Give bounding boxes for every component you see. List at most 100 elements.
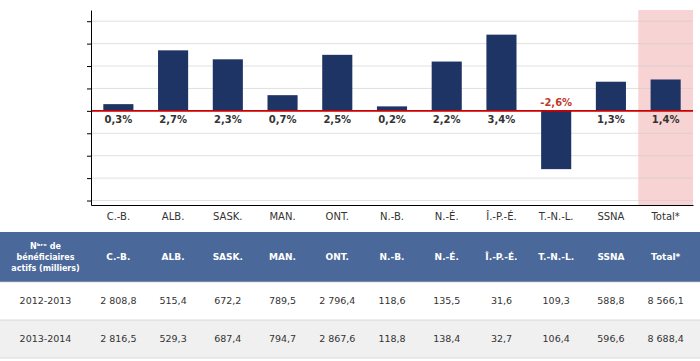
table-cell-label: 8 566,1 — [648, 295, 684, 306]
y-tick-mark — [87, 133, 91, 134]
table-cell-label: 672,2 — [214, 295, 241, 306]
x-tick: C.-B. — [107, 211, 130, 222]
table-row-header-line: bénéficiaires — [17, 252, 75, 262]
table-cell — [200, 320, 255, 358]
table-cell-label: 529,3 — [159, 333, 186, 344]
y-tick-mark — [87, 178, 91, 179]
x-tick-label: T.-N.-L. — [538, 211, 574, 222]
x-axis-line — [92, 205, 694, 206]
table-cell — [419, 282, 474, 320]
table-cell — [365, 282, 420, 320]
table-column-header: SSNA — [597, 252, 624, 262]
data-label: 0,3% — [104, 114, 132, 125]
table-row-header-line: actifs (milliers) — [11, 264, 79, 273]
data-label: 0,7% — [269, 114, 297, 125]
bar — [486, 35, 516, 111]
y-axis — [87, 11, 92, 206]
table-cell-label: 2 796,4 — [319, 295, 355, 306]
data-label: 2,7% — [159, 114, 187, 125]
table-cell-label: 596,6 — [597, 333, 624, 344]
table-row-header-line: Nᵇʳᵉ de — [30, 242, 61, 251]
data-label: 1,3% — [597, 114, 625, 125]
table-column-header: N.-É. — [435, 251, 459, 262]
bars — [103, 35, 680, 169]
table-cell — [146, 282, 201, 320]
x-tick: Î.-P.-É. — [485, 210, 517, 222]
grid-line — [91, 21, 693, 22]
table-cell-label: 138,4 — [433, 333, 460, 344]
x-tick-label: N.-B. — [380, 211, 404, 222]
table-row-label: 2012-2013 — [20, 295, 72, 306]
table-cell-label: 794,7 — [269, 333, 296, 344]
x-tick: Total* — [650, 211, 679, 222]
bar — [267, 95, 297, 111]
x-tick-label: N.-É. — [435, 210, 459, 222]
y-tick — [87, 156, 91, 157]
table-cell-label: 135,5 — [433, 295, 460, 306]
table-divider — [0, 358, 700, 359]
table-cell-label: 2 816,5 — [100, 333, 136, 344]
y-axis-line — [91, 11, 92, 206]
table-row-bg — [0, 320, 700, 358]
table-cell — [91, 320, 146, 358]
x-tick: SSNA — [597, 211, 624, 222]
table-cell — [638, 320, 693, 358]
x-tick-label: Î.-P.-É. — [485, 210, 517, 222]
y-tick-mark — [87, 66, 91, 67]
table-column-header: C.-B. — [106, 252, 130, 262]
table-cell — [146, 320, 201, 358]
data-labels: 0,3%2,7%2,3%0,7%2,5%0,2%2,2%3,4%-2,6%1,3… — [104, 97, 679, 125]
table-cell-label: 2 808,8 — [100, 295, 136, 306]
table-cell — [200, 282, 255, 320]
table-cell-label: 515,4 — [159, 295, 186, 306]
y-tick-mark — [87, 44, 91, 45]
table-cell — [474, 282, 529, 320]
table-cell — [419, 320, 474, 358]
data-label: 2,5% — [323, 114, 351, 125]
data-label: 3,4% — [488, 114, 516, 125]
x-axis: C.-B.ALB.SASK.MAN.ONT.N.-B.N.-É.Î.-P.-É.… — [92, 206, 694, 223]
data-label: 2,3% — [214, 114, 242, 125]
table-column-header: N.-B. — [380, 252, 405, 262]
grid-line — [91, 200, 693, 201]
table-cell — [91, 282, 146, 320]
table-column-header: SASK. — [213, 252, 243, 262]
y-tick — [87, 44, 91, 45]
y-tick — [87, 111, 91, 112]
table-cell — [310, 320, 365, 358]
y-tick-mark — [87, 21, 91, 22]
table-cell — [584, 282, 639, 320]
table-cell — [529, 282, 584, 320]
x-tick-label: ALB. — [162, 211, 184, 222]
grid — [91, 21, 693, 200]
x-tick: T.-N.-L. — [538, 211, 574, 222]
table-cell — [255, 320, 310, 358]
data-label: 2,2% — [433, 114, 461, 125]
table-cell-label: 106,4 — [543, 333, 570, 344]
bar — [651, 79, 681, 110]
table-cell-label: 109,3 — [543, 295, 570, 306]
y-tick-mark — [87, 156, 91, 157]
data-label: -2,6% — [540, 97, 572, 108]
table-cell-label: 2 867,6 — [319, 333, 355, 344]
table-cell — [584, 320, 639, 358]
highlight-band — [638, 10, 693, 205]
y-tick — [87, 133, 91, 134]
table-column-header: Î.-P.-É. — [485, 251, 517, 262]
table-cell-label: 118,6 — [378, 295, 405, 306]
table: Nᵇʳᵉ debénéficiaires actifs (milliers) C.-… — [0, 232, 700, 358]
table-column-header: ONT. — [326, 252, 349, 262]
x-tick-label: Total* — [650, 211, 679, 222]
table-cell-label: 687,4 — [214, 333, 241, 344]
y-tick — [87, 66, 91, 67]
table-divider — [0, 282, 700, 283]
y-tick — [87, 201, 91, 202]
table-header-bg — [0, 232, 700, 282]
x-tick-label: SASK. — [213, 211, 242, 222]
x-tick: ALB. — [162, 211, 184, 222]
y-tick-mark — [87, 88, 91, 89]
table-column-header: T.-N.-L. — [538, 252, 574, 262]
x-tick-label: MAN. — [269, 211, 295, 222]
table-cell-label: 8 688,4 — [648, 333, 684, 344]
bar — [103, 104, 133, 111]
